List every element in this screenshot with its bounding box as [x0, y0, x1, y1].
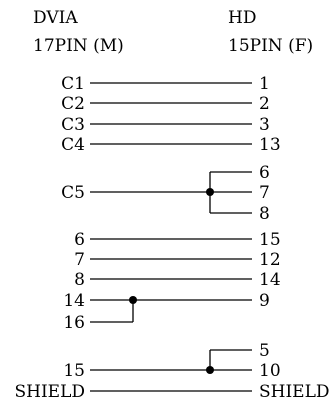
right-pin-label: SHIELD	[259, 382, 330, 402]
right-pin-label: 8	[259, 204, 270, 224]
junction-dot	[129, 296, 137, 304]
left-pin-label: SHIELD	[14, 382, 85, 402]
left-pin-label: 16	[63, 313, 85, 333]
left-pin-label: 14	[63, 291, 85, 311]
left-header-subtitle: 17PIN (M)	[33, 36, 124, 56]
left-pin-label: 15	[63, 361, 85, 381]
right-header-subtitle: 15PIN (F)	[228, 36, 313, 56]
right-pin-label: 15	[259, 230, 281, 250]
left-pin-label: C5	[61, 183, 85, 203]
right-pin-label: 9	[259, 291, 270, 311]
right-pin-label: 3	[259, 115, 270, 135]
right-pin-label: 5	[259, 341, 270, 361]
left-pin-label: 6	[74, 230, 85, 250]
right-pin-label: 12	[259, 250, 281, 270]
left-pin-label: C4	[61, 135, 85, 155]
right-pin-label: 2	[259, 94, 270, 114]
left-pin-label: C2	[61, 94, 85, 114]
left-header-title: DVIA	[33, 8, 78, 28]
right-pin-label: 6	[259, 163, 270, 183]
right-pin-label: 14	[259, 270, 281, 290]
right-pin-label: 10	[259, 361, 281, 381]
junction-dot	[206, 188, 214, 196]
left-pin-label: 8	[74, 270, 85, 290]
right-header-title: HD	[228, 8, 256, 28]
right-pin-label: 7	[259, 183, 270, 203]
right-pin-label: 1	[259, 74, 270, 94]
junction-dot	[206, 366, 214, 374]
left-pin-label: C1	[61, 74, 85, 94]
right-pin-label: 13	[259, 135, 281, 155]
left-pin-label: 7	[74, 250, 85, 270]
left-pin-label: C3	[61, 115, 85, 135]
